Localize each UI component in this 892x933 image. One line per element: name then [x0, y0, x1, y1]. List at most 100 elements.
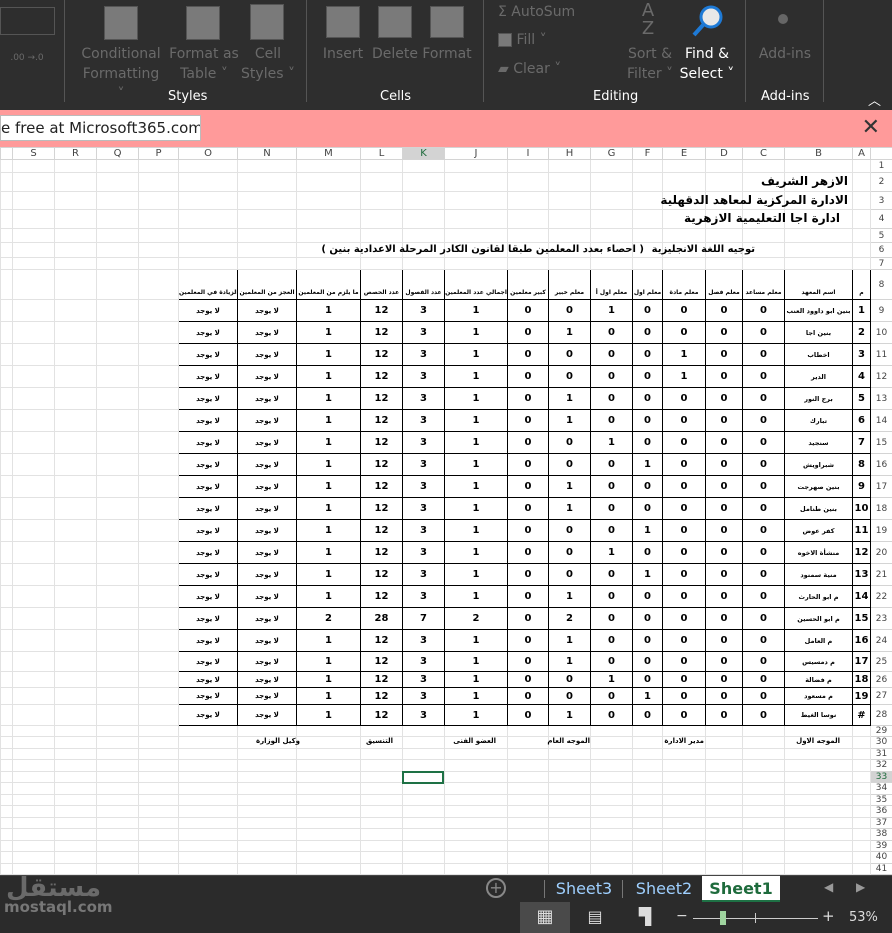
cell-P1[interactable] — [138, 159, 179, 173]
cell-L8[interactable]: عدد الحصص — [360, 269, 403, 300]
cell-Q22[interactable] — [96, 585, 139, 608]
cell-D36[interactable] — [705, 805, 743, 818]
cell-G23[interactable]: 0 — [590, 607, 633, 630]
cell-A23[interactable]: 15 — [852, 607, 871, 630]
cell-partial[interactable] — [0, 782, 13, 795]
cell-A38[interactable] — [852, 828, 871, 841]
cell-H34[interactable] — [548, 782, 591, 795]
cell-P12[interactable] — [138, 365, 179, 388]
cell-O18[interactable]: لا يوجد — [178, 497, 238, 520]
cell-F35[interactable] — [632, 793, 663, 806]
cell-P29[interactable] — [138, 725, 179, 737]
collapse-ribbon-icon[interactable]: ︿ — [868, 94, 882, 109]
cell-N29[interactable] — [237, 725, 297, 737]
cell-E13[interactable]: 0 — [662, 387, 706, 410]
cell-partial[interactable] — [0, 191, 13, 210]
cell-G40[interactable] — [590, 851, 633, 864]
cell-K4[interactable] — [402, 209, 445, 229]
cell-K28[interactable]: 3 — [402, 704, 445, 726]
cell-M22[interactable]: 1 — [296, 585, 361, 608]
cell-M9[interactable]: 1 — [296, 299, 361, 322]
cell-A27[interactable]: 19 — [852, 687, 871, 705]
cell-C11[interactable]: 0 — [742, 343, 785, 366]
cell-J25[interactable]: 1 — [444, 651, 508, 672]
cell-M37[interactable] — [296, 816, 361, 829]
cell-P3[interactable] — [138, 191, 179, 210]
cell-P36[interactable] — [138, 805, 179, 818]
cell-N41[interactable] — [237, 862, 297, 875]
cell-partial[interactable] — [0, 242, 13, 258]
cell-J4[interactable] — [444, 209, 508, 229]
cell-D15[interactable]: 0 — [705, 431, 743, 454]
cell-Q11[interactable] — [96, 343, 139, 366]
cell-D25[interactable]: 0 — [705, 651, 743, 672]
cell-H8[interactable]: معلم خبير — [548, 269, 591, 300]
cell-B20[interactable]: منشأة الاخوه — [784, 541, 853, 564]
tab-sheet3[interactable]: Sheet3 — [555, 879, 613, 898]
cell-O13[interactable]: لا يوجد — [178, 387, 238, 410]
cell-P2[interactable] — [138, 172, 179, 192]
cell-K10[interactable]: 3 — [402, 321, 445, 344]
cell-I30[interactable] — [507, 736, 549, 749]
cell-P32[interactable] — [138, 759, 179, 772]
cell-N20[interactable]: لا يوجد — [237, 541, 297, 564]
zoom-level[interactable]: 53% — [849, 910, 878, 925]
cell-M7[interactable] — [296, 257, 361, 270]
cell-H21[interactable]: 0 — [548, 563, 591, 586]
cell-C40[interactable] — [742, 851, 785, 864]
cell-H20[interactable]: 0 — [548, 541, 591, 564]
cell-K18[interactable]: 3 — [402, 497, 445, 520]
cell-partial[interactable] — [0, 343, 13, 366]
cell-Q41[interactable] — [96, 862, 139, 875]
cell-F4[interactable] — [632, 209, 663, 229]
cell-C16[interactable]: 0 — [742, 453, 785, 476]
cell-R37[interactable] — [54, 816, 97, 829]
cell-R25[interactable] — [54, 651, 97, 672]
cell-I31[interactable] — [507, 747, 549, 760]
cell-S40[interactable] — [12, 851, 55, 864]
row-header-32[interactable]: 32 — [870, 759, 892, 772]
cell-M25[interactable]: 1 — [296, 651, 361, 672]
cell-C33[interactable] — [742, 770, 785, 783]
row-header-36[interactable]: 36 — [870, 805, 892, 818]
cell-N27[interactable]: لا يوجد — [237, 687, 297, 705]
cell-E1[interactable] — [662, 159, 706, 173]
cell-B31[interactable] — [784, 747, 853, 760]
cell-N3[interactable] — [237, 191, 297, 210]
cell-N28[interactable]: لا يوجد — [237, 704, 297, 726]
cell-M14[interactable]: 1 — [296, 409, 361, 432]
cell-N13[interactable]: لا يوجد — [237, 387, 297, 410]
cell-A8[interactable]: م — [852, 269, 871, 300]
cell-partial[interactable] — [0, 321, 13, 344]
cell-J21[interactable]: 1 — [444, 563, 508, 586]
cell-F17[interactable]: 0 — [632, 475, 663, 498]
row-header-6[interactable]: 6 — [870, 242, 892, 258]
cell-O2[interactable] — [178, 172, 238, 192]
cell-N33[interactable] — [237, 770, 297, 783]
cell-D7[interactable] — [705, 257, 743, 270]
cell-N6[interactable] — [237, 242, 297, 258]
cell-J10[interactable]: 1 — [444, 321, 508, 344]
cell-Q13[interactable] — [96, 387, 139, 410]
cell-C13[interactable]: 0 — [742, 387, 785, 410]
cell-J24[interactable]: 1 — [444, 629, 508, 652]
cell-E2[interactable] — [662, 172, 706, 192]
cell-I24[interactable]: 0 — [507, 629, 549, 652]
cell-B10[interactable]: بنين اجا — [784, 321, 853, 344]
cell-C38[interactable] — [742, 828, 785, 841]
cell-D1[interactable] — [705, 159, 743, 173]
cell-H29[interactable] — [548, 725, 591, 737]
cell-partial[interactable] — [0, 228, 13, 243]
cell-P27[interactable] — [138, 687, 179, 705]
cell-S13[interactable] — [12, 387, 55, 410]
cell-S14[interactable] — [12, 409, 55, 432]
cell-A9[interactable]: 1 — [852, 299, 871, 322]
cell-partial[interactable] — [0, 453, 13, 476]
cell-R5[interactable] — [54, 228, 97, 243]
cell-F11[interactable]: 0 — [632, 343, 663, 366]
cell-J34[interactable] — [444, 782, 508, 795]
cell-D39[interactable] — [705, 839, 743, 852]
cell-R1[interactable] — [54, 159, 97, 173]
cell-G39[interactable] — [590, 839, 633, 852]
cell-N19[interactable]: لا يوجد — [237, 519, 297, 542]
